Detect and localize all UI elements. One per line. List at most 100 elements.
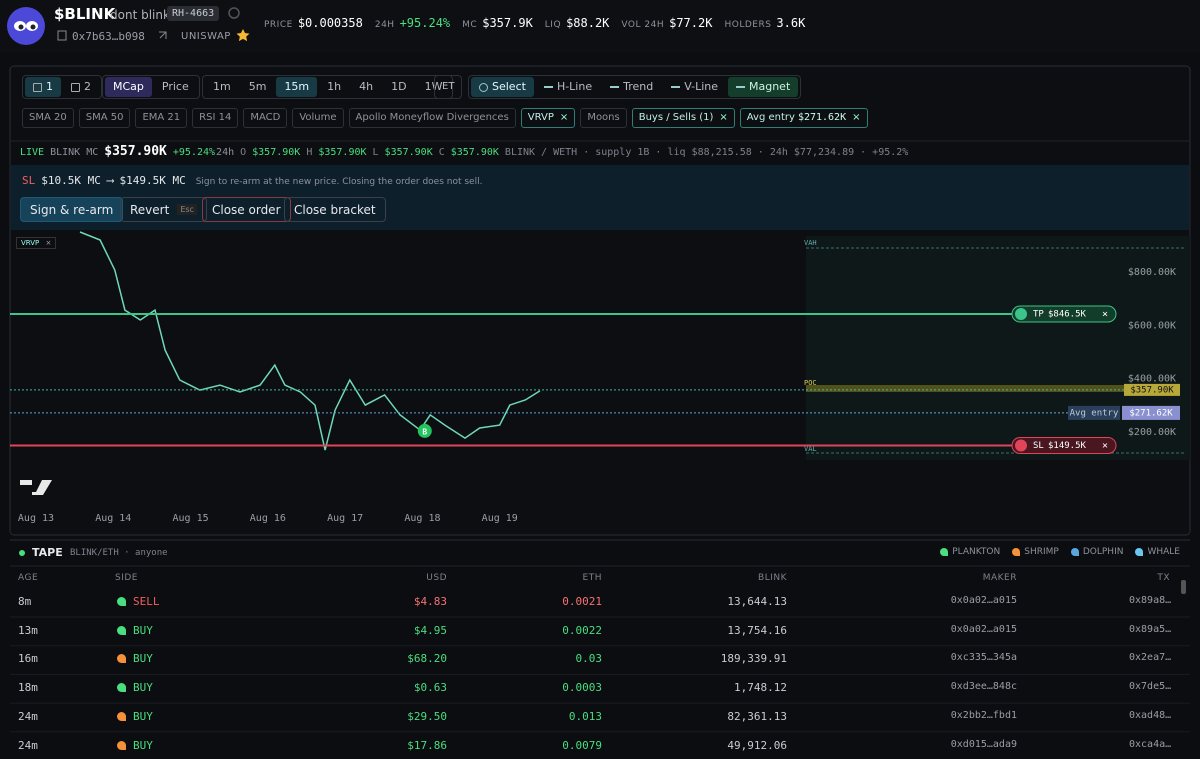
tier-icon	[117, 683, 126, 693]
toolbar-button[interactable]: Magnet	[728, 77, 799, 97]
period: 24h	[216, 147, 235, 158]
label: Moons	[587, 112, 620, 123]
tp-icon	[1015, 308, 1027, 320]
note: Sign to re-arm at the new price. Closing…	[195, 177, 483, 187]
cell: 24m	[18, 738, 38, 752]
indicator-chip[interactable]: Buys / Sells (1) ×	[631, 108, 735, 128]
toolbar-button[interactable]: 1h	[319, 77, 349, 97]
from: $10.5K MC	[41, 174, 101, 187]
toolbar-button[interactable]: 1W	[417, 77, 451, 97]
cell: 0.0021	[562, 595, 602, 608]
avg-entry-value-tag	[1122, 405, 1180, 420]
legend-item[interactable]: SHRIMP	[1012, 547, 1059, 557]
stat-label: 24H	[374, 20, 395, 30]
indicator-chip[interactable]: Volume	[292, 108, 344, 128]
close-x[interactable]: ×	[45, 239, 52, 247]
tp-name: TP	[1033, 310, 1044, 320]
value: $271.62K	[797, 112, 847, 123]
toolbar-button[interactable]: 1m	[205, 77, 239, 97]
x-tick-label: Aug 13	[18, 513, 54, 524]
y-tick-label: $200.00K	[1128, 427, 1176, 438]
indicator-chip[interactable]: MACD	[243, 108, 288, 128]
icon	[71, 82, 80, 92]
toolbar-button[interactable]: MCap	[105, 77, 152, 97]
y-tick-label: $600.00K	[1128, 320, 1176, 331]
cell: 0xca4a…	[1129, 738, 1172, 750]
sign-button[interactable]: Sign & re-arm	[20, 197, 124, 222]
close-x[interactable]: ×	[852, 112, 861, 123]
indicator-chip[interactable]: Moons	[580, 108, 627, 128]
spinner	[228, 7, 240, 19]
scrollbar[interactable]	[1181, 580, 1186, 594]
badge: RH-4663	[167, 6, 220, 21]
copy-icon[interactable]	[57, 30, 67, 41]
indicator-chip[interactable]: EMA 21	[135, 108, 188, 128]
legend-label: SHRIMP	[1024, 547, 1059, 557]
column-header: TX	[1157, 573, 1170, 583]
avg-entry-tag	[1068, 405, 1120, 420]
indicator-chip[interactable]: SMA 20	[22, 108, 74, 128]
label: EMA 21	[142, 112, 181, 123]
label: 1W	[424, 80, 443, 93]
close-x: ×	[1102, 309, 1108, 320]
cell: 8m	[18, 595, 32, 608]
cell: 189,339.91	[720, 652, 787, 666]
toolbar-button[interactable]: 1	[25, 77, 61, 97]
kbd: Esc	[177, 204, 197, 215]
indicator-chip[interactable]: VRVP ×	[520, 108, 576, 128]
sl-pill	[1011, 436, 1117, 454]
label: Apollo Moneyflow Divergences	[355, 112, 509, 123]
toolbar-button[interactable]: 4h	[351, 77, 381, 97]
close-x[interactable]: ×	[719, 112, 728, 123]
icon	[543, 86, 553, 88]
toolbar-button[interactable]: Price	[154, 77, 197, 97]
revert-button[interactable]: Revert Esc	[120, 197, 207, 222]
cell: BUY	[133, 738, 153, 752]
toolbar-button[interactable]: 1D	[383, 77, 414, 97]
stat: HOLDERS 3.6K	[724, 16, 805, 30]
star-icon[interactable]	[236, 29, 250, 42]
toolbar-button[interactable]: 5m	[241, 77, 275, 97]
label: VRVP	[21, 239, 40, 247]
dex[interactable]: UNISWAP	[181, 31, 231, 42]
toolbar-button[interactable]: H-Line	[536, 77, 600, 97]
toolbar-button[interactable]: 15m	[276, 77, 318, 97]
cell: 0.0003	[562, 681, 602, 695]
close-x[interactable]: ×	[559, 112, 569, 123]
toolbar-button[interactable]: 2	[63, 77, 99, 97]
buy-marker	[417, 423, 432, 438]
indicator-chip[interactable]: SMA 50	[78, 108, 131, 128]
avg-entry-label: $271.62K	[1129, 408, 1173, 418]
tier-icon	[117, 597, 126, 606]
ohlc-value: $357.90K	[252, 147, 301, 158]
toolbar-button[interactable]: Trend	[602, 77, 661, 97]
stat-value: $0.000358	[297, 16, 363, 30]
stat-value: $88.2K	[566, 16, 610, 30]
vrvp-tag[interactable]: VRVP ×	[16, 237, 57, 249]
cell: $17.86	[407, 738, 447, 752]
label: 1h	[327, 80, 342, 93]
legend-item[interactable]: DOLPHIN	[1070, 547, 1123, 557]
link-icon[interactable]	[159, 31, 167, 39]
sl-label: $149.5K	[1048, 441, 1087, 451]
toolbar-button[interactable]: Select	[471, 77, 534, 97]
cell: 0xd015…ada9	[950, 738, 1017, 750]
close-order-button[interactable]: Close order	[202, 197, 291, 222]
indicator-chip[interactable]: RSI 14	[192, 108, 239, 128]
stat: 24H +95.24%	[375, 16, 450, 30]
close-bracket-button[interactable]: Close bracket	[284, 197, 386, 222]
legend-item[interactable]: WHALE	[1135, 547, 1180, 557]
indicator-chip[interactable]: Apollo Moneyflow Divergences	[348, 108, 516, 128]
ohlc-key: L	[372, 147, 379, 158]
ohlc-key: H	[306, 147, 313, 158]
address[interactable]: 0x7b63…b098	[72, 30, 145, 43]
toolbar-button[interactable]: V-Line	[663, 77, 726, 97]
info-row: LIVE BLINK MC $357.90K +95.24% 24h O $357…	[20, 144, 908, 159]
indicator-chip[interactable]: Avg entry $271.62K ×	[739, 108, 868, 128]
stats: PRICE $0.000358 24H +95.24% MC $357.9K LIQ $88.…	[264, 16, 805, 30]
label: Close bracket	[294, 202, 376, 217]
token-symbol: $BLINK	[54, 5, 116, 23]
legend-icon	[1012, 548, 1021, 556]
toolbar-button[interactable]: ET	[442, 81, 455, 92]
legend-item[interactable]: PLANKTON	[940, 547, 1000, 557]
